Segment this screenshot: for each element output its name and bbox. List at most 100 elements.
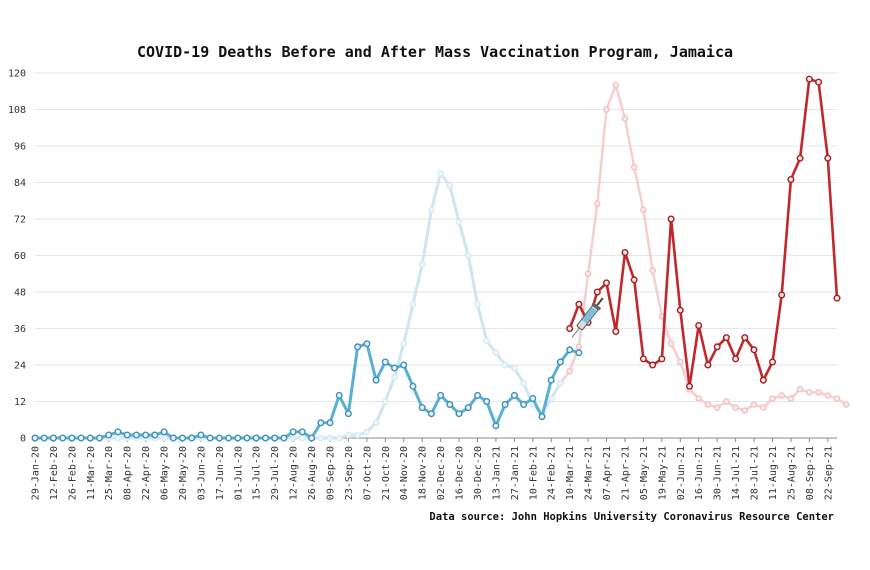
series-red-point xyxy=(824,154,832,162)
x-tick-label: 08-Sep-21 xyxy=(805,446,816,500)
x-tick-label: 22-Sep-21 xyxy=(823,446,834,500)
ghost-series-red-point xyxy=(612,81,620,89)
ghost-series-red xyxy=(557,81,850,414)
series-red-point xyxy=(667,215,675,223)
series-blue-point xyxy=(427,410,435,418)
ghost-series-blue-point xyxy=(381,398,389,405)
x-tick-label: 11-Aug-21 xyxy=(768,446,779,500)
x-tick-label: 26-Aug-20 xyxy=(307,446,318,500)
x-tick-label: 11-Mar-20 xyxy=(86,446,97,500)
series-blue-point xyxy=(547,376,555,384)
x-tick-label: 15-Jul-20 xyxy=(252,446,263,500)
x-tick-label: 02-Dec-20 xyxy=(436,446,447,500)
series-red-point xyxy=(686,382,694,390)
ghost-series-red-point xyxy=(713,404,721,411)
ghost-series-red-point xyxy=(796,385,804,393)
x-tick-label: 16-Jun-21 xyxy=(694,446,705,500)
series-blue-point xyxy=(142,431,150,439)
series-red-line xyxy=(568,77,839,388)
series-red-point xyxy=(630,276,638,284)
series-blue-point xyxy=(354,343,362,351)
ghost-series-red-point xyxy=(824,392,832,399)
series-blue-point xyxy=(280,434,288,442)
ghost-series-red-point xyxy=(769,395,776,402)
ghost-series-blue-point xyxy=(409,300,417,308)
y-tick-label: 36 xyxy=(14,324,26,335)
series-blue xyxy=(31,340,583,442)
series-blue-point xyxy=(252,434,260,442)
ghost-series-blue-point xyxy=(520,379,527,387)
series-blue-point xyxy=(49,434,57,442)
ghost-series-blue-point xyxy=(547,395,555,402)
series-blue-point xyxy=(400,361,408,369)
series-blue-point xyxy=(188,434,196,442)
series-blue-point xyxy=(556,358,564,366)
series-blue-point xyxy=(474,391,482,399)
ghost-series-red-point xyxy=(640,206,647,214)
series-blue-point xyxy=(298,428,306,436)
series-blue-point xyxy=(105,431,113,439)
ghost-series-red-point xyxy=(842,401,850,408)
ghost-series-blue-point xyxy=(428,206,435,214)
ghost-series-blue-point xyxy=(317,434,325,442)
series-blue-point xyxy=(437,391,445,399)
series-red-point xyxy=(603,279,611,287)
series-blue-point xyxy=(289,428,297,436)
series-blue-point xyxy=(501,401,509,409)
x-tick-label: 29-Jan-20 xyxy=(31,446,42,500)
y-axis-ticks: 0 12 24 36 48 60 72 84 96 108 120 xyxy=(8,69,26,445)
y-tick-label: 60 xyxy=(14,251,26,262)
ghost-series-red-point xyxy=(760,404,767,411)
series-red-point xyxy=(741,334,749,342)
ghost-series-blue-point xyxy=(511,364,518,372)
ghost-series-blue-point xyxy=(492,349,500,357)
series-blue-point xyxy=(234,434,242,442)
x-tick-label: 23-Sep-20 xyxy=(344,446,355,500)
series-blue-point xyxy=(464,404,472,412)
ghost-series-blue-point xyxy=(437,170,444,177)
data-source-note: Data source: John Hopkins University Cor… xyxy=(429,511,834,523)
series-red-point xyxy=(769,358,777,366)
ghost-series-blue-point xyxy=(418,261,426,268)
series-blue-point xyxy=(178,434,186,442)
series-blue-point xyxy=(538,413,546,421)
x-tick-label: 01-Jul-20 xyxy=(233,446,244,500)
x-tick-label: 22-Apr-20 xyxy=(141,446,152,500)
series-blue-point xyxy=(492,422,500,430)
x-tick-label: 14-Jul-21 xyxy=(731,446,742,500)
series-red xyxy=(566,75,841,390)
x-tick-label: 05-May-21 xyxy=(639,446,650,500)
series-blue-point xyxy=(95,434,103,442)
series-red-point xyxy=(732,355,740,363)
y-tick-label: 72 xyxy=(14,215,26,226)
series-blue-point xyxy=(132,431,140,439)
series-red-point xyxy=(621,248,629,256)
y-tick-label: 84 xyxy=(14,178,26,189)
series-red-point xyxy=(759,376,767,384)
x-tick-label: 06-May-20 xyxy=(160,446,171,500)
x-tick-label: 24-Feb-21 xyxy=(547,446,558,500)
x-tick-label: 12-Feb-20 xyxy=(49,446,60,500)
x-tick-label: 17-Jun-20 xyxy=(215,446,226,500)
series-blue-point xyxy=(391,364,399,372)
series-blue-point xyxy=(197,431,205,439)
series-blue-point xyxy=(381,358,389,366)
ghost-series-red-point xyxy=(833,395,841,402)
ghost-series-blue-point xyxy=(335,434,343,442)
ghost-series-red-point xyxy=(621,115,629,122)
x-tick-label: 29-Jul-20 xyxy=(270,446,281,500)
series-red-point xyxy=(796,154,804,162)
series-red-point xyxy=(778,291,786,299)
series-red-point xyxy=(695,322,703,330)
series-blue-point xyxy=(225,434,233,442)
ghost-series xyxy=(31,81,850,442)
series-blue-point xyxy=(335,391,343,399)
series-red-point xyxy=(566,325,574,333)
grid xyxy=(35,72,837,439)
series-red-point xyxy=(658,355,666,363)
y-tick-label: 24 xyxy=(14,361,26,372)
series-blue-point xyxy=(520,401,528,409)
series-blue-point xyxy=(68,434,76,442)
ghost-series-blue-point xyxy=(400,340,408,348)
